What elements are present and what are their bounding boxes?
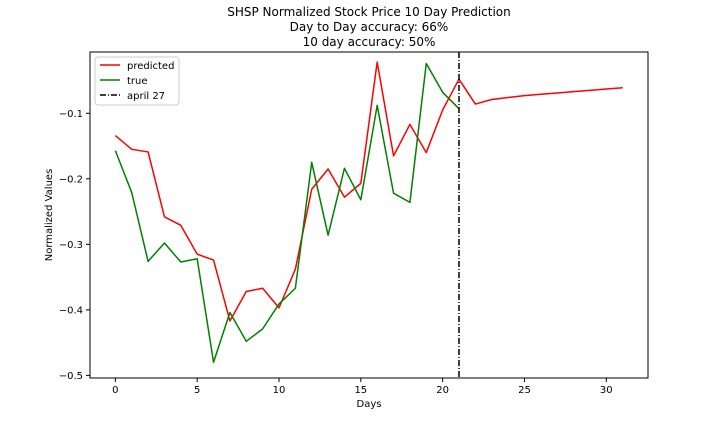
plot-area [114, 52, 623, 378]
x-axis-label: Days [357, 399, 382, 410]
x-tick-label: 25 [518, 385, 531, 396]
chart-title-line-2: Day to Day accuracy: 66% [290, 20, 449, 34]
series-line-predicted [114, 61, 623, 322]
x-tick-label: 0 [112, 385, 118, 396]
y-tick-label: −0.3 [59, 240, 83, 251]
y-tick-label: −0.1 [59, 109, 83, 120]
y-tick-label: −0.2 [59, 174, 83, 185]
chart-title-line-3: 10 day accuracy: 50% [303, 35, 436, 49]
x-tick-label: 5 [194, 385, 200, 396]
x-tick-label: 20 [436, 385, 449, 396]
y-axis-label: Normalized Values [44, 169, 55, 262]
y-axis: −0.5 −0.4 −0.3 −0.2 −0.1 [59, 109, 90, 382]
chart-title-line-1: SHSP Normalized Stock Price 10 Day Predi… [227, 5, 511, 19]
series-line-true [114, 62, 460, 364]
legend-label-true: true [127, 76, 148, 87]
x-tick-label: 15 [354, 385, 367, 396]
series-layer [114, 52, 623, 378]
axes-frame [89, 51, 649, 379]
y-tick-label: −0.4 [59, 305, 83, 316]
x-axis: 0 5 10 15 20 25 30 [112, 378, 613, 396]
legend-box [94, 56, 180, 106]
legend-label-april-27: april 27 [127, 91, 165, 102]
x-tick-label: 30 [600, 385, 613, 396]
legend-label-predicted: predicted [127, 61, 174, 72]
y-tick-label: −0.5 [59, 371, 83, 382]
x-tick-label: 10 [273, 385, 286, 396]
legend: predicted true april 27 [94, 56, 180, 106]
